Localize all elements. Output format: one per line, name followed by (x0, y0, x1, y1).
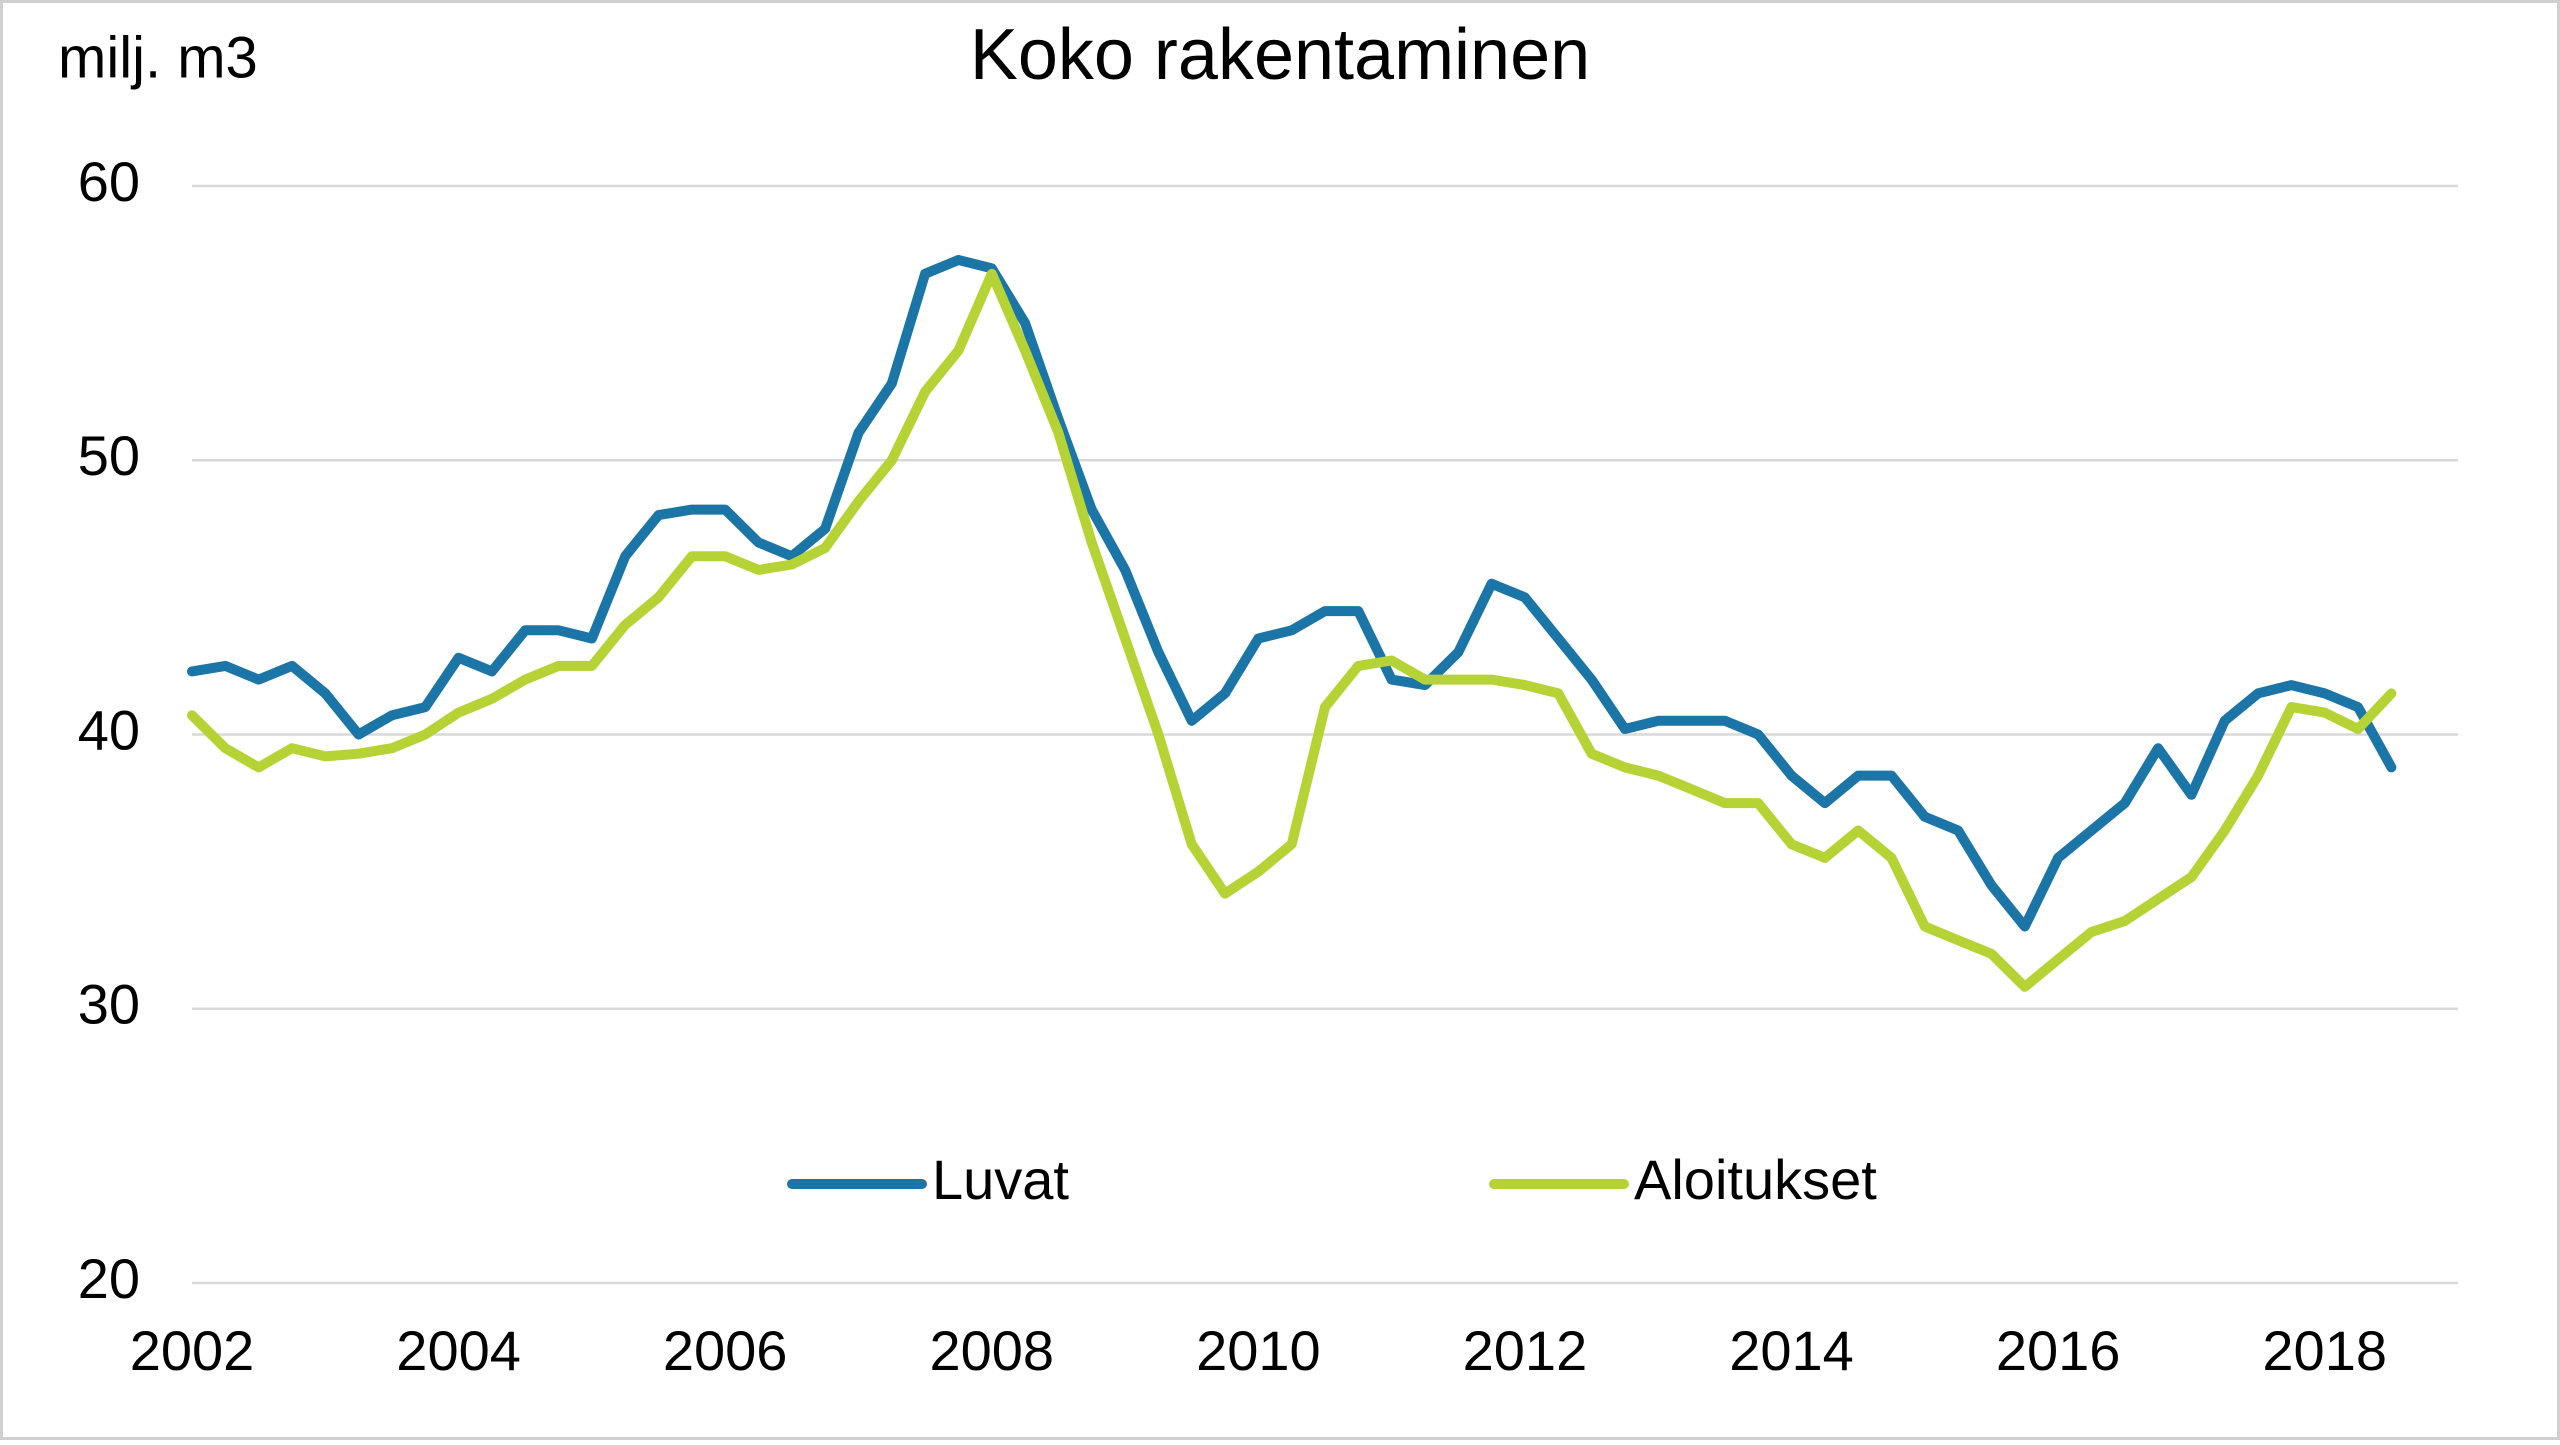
x-tick-label: 2014 (1729, 1319, 1854, 1382)
y-tick-label: 30 (78, 973, 140, 1036)
chart-title: Koko rakentaminen (970, 15, 1590, 95)
x-tick-label: 2004 (396, 1319, 521, 1382)
legend-label: Aloitukset (1634, 1148, 1877, 1211)
line-series (187, 268, 2397, 992)
x-tick-label: 2002 (130, 1319, 255, 1382)
x-tick-label: 2012 (1463, 1319, 1588, 1382)
y-tick-label: 60 (78, 150, 140, 213)
x-tick-label: 2008 (929, 1319, 1054, 1382)
x-tick-label: 2016 (1996, 1319, 2121, 1382)
x-tick-label: 2006 (663, 1319, 788, 1382)
y-tick-label: 50 (78, 424, 140, 487)
x-tick-label: 2010 (1196, 1319, 1321, 1382)
y-tick-label: 40 (78, 698, 140, 761)
legend-label: Luvat (932, 1148, 1069, 1211)
x-tick-label: 2018 (2262, 1319, 2387, 1382)
line-series (187, 255, 2397, 932)
y-axis-label: milj. m3 (58, 25, 258, 90)
y-tick-label: 20 (78, 1247, 140, 1310)
